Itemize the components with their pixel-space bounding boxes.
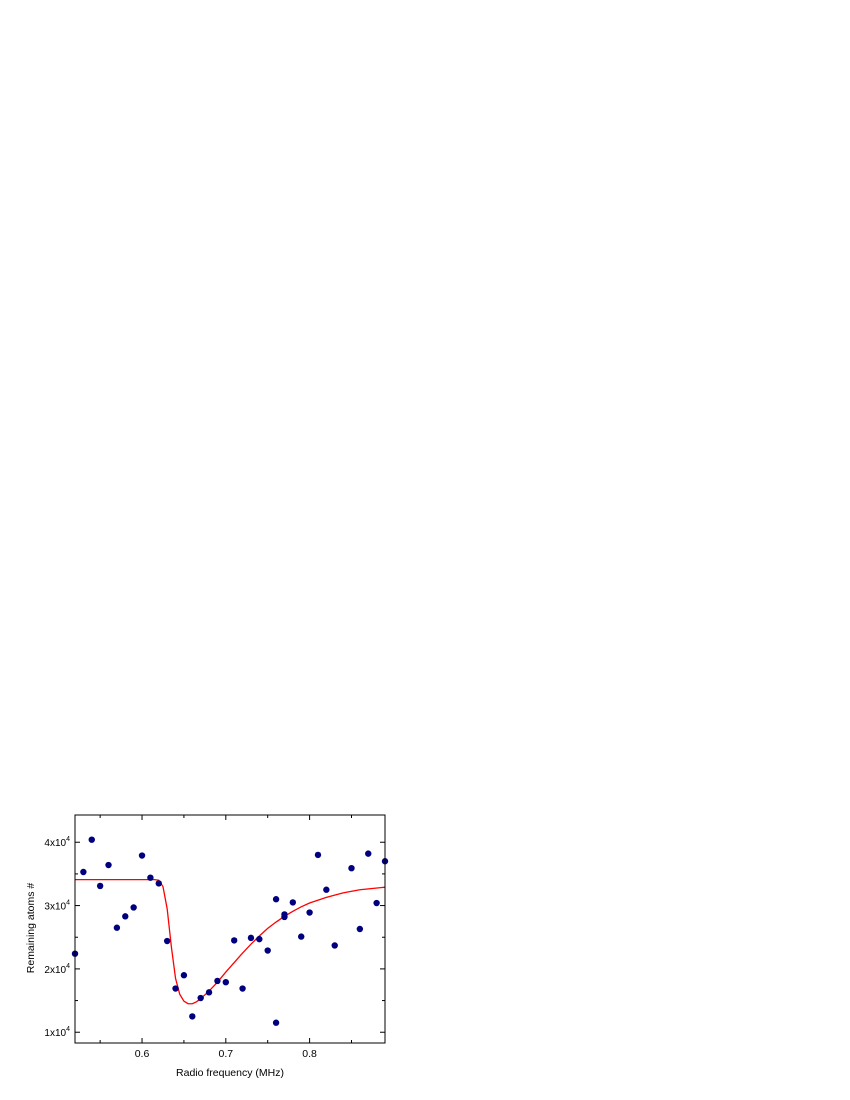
data-point xyxy=(230,937,238,944)
x-tick-label: 0.7 xyxy=(219,1048,234,1060)
x-axis-label: Radio frequency (MHz) xyxy=(176,1067,284,1079)
data-point xyxy=(256,935,263,943)
data-point xyxy=(205,989,213,996)
data-point xyxy=(180,972,188,979)
data-point xyxy=(122,913,129,920)
plot-frame xyxy=(74,814,386,1044)
data-point xyxy=(96,882,104,890)
data-point xyxy=(113,924,121,931)
data-point xyxy=(163,937,171,945)
data-point xyxy=(272,896,280,903)
data-point xyxy=(323,886,330,893)
data-point xyxy=(155,880,162,887)
data-point xyxy=(88,836,95,843)
y-axis-label: Remaining atoms # xyxy=(25,883,37,974)
y-tick-label: 4x104 xyxy=(44,836,70,849)
data-point xyxy=(289,899,297,906)
data-point xyxy=(189,1013,196,1020)
x-tick-label: 0.8 xyxy=(302,1048,317,1060)
y-axis-ticks: 1x104 2x104 3x104 4x104 xyxy=(44,836,385,1039)
x-tick-label: 0.6 xyxy=(135,1048,150,1060)
data-point xyxy=(365,850,372,857)
data-point xyxy=(222,979,230,986)
data-point xyxy=(264,947,271,954)
data-point xyxy=(138,852,146,859)
data-point xyxy=(348,865,355,872)
data-point xyxy=(281,913,288,921)
data-point xyxy=(105,861,112,869)
data-point xyxy=(239,985,246,992)
y-tick-label: 3x104 xyxy=(44,900,70,913)
y-tick-label: 2x104 xyxy=(44,963,70,976)
x-axis-ticks: 0.6 0.7 0.8 xyxy=(99,815,352,1060)
data-point xyxy=(356,925,364,933)
data-point xyxy=(247,934,255,942)
data-point xyxy=(331,942,338,949)
data-point xyxy=(314,851,322,859)
data-point xyxy=(147,874,154,881)
data-point xyxy=(172,985,179,992)
y-tick-label: 1x104 xyxy=(44,1026,70,1039)
plot-layer xyxy=(71,836,389,1026)
data-point xyxy=(197,994,204,1002)
fit-curve xyxy=(75,878,385,1005)
data-point xyxy=(130,904,137,911)
data-point xyxy=(272,1019,280,1026)
data-point xyxy=(80,868,87,876)
data-point xyxy=(306,909,313,916)
data-point xyxy=(373,899,380,907)
data-point xyxy=(298,933,305,940)
data-point xyxy=(214,977,221,985)
